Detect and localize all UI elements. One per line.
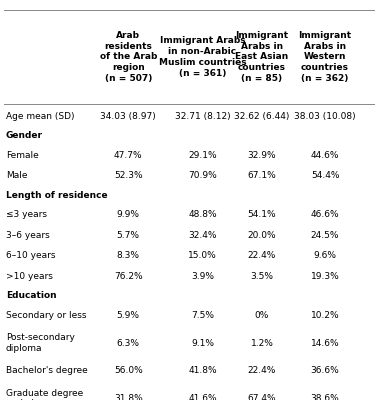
Text: >10 years: >10 years (6, 272, 53, 280)
Text: 5.7%: 5.7% (117, 231, 140, 240)
Text: 54.4%: 54.4% (311, 171, 339, 180)
Text: 3–6 years: 3–6 years (6, 231, 49, 240)
Text: 67.1%: 67.1% (247, 171, 276, 180)
Text: 6–10 years: 6–10 years (6, 251, 55, 260)
Text: 52.3%: 52.3% (114, 171, 143, 180)
Text: 48.8%: 48.8% (188, 210, 217, 219)
Text: Female: Female (6, 151, 38, 160)
Text: 15.0%: 15.0% (188, 251, 217, 260)
Text: 24.5%: 24.5% (311, 231, 339, 240)
Text: 47.7%: 47.7% (114, 151, 143, 160)
Text: 34.03 (8.97): 34.03 (8.97) (100, 112, 156, 121)
Text: Immigrant
Arabs in
Western
countries
(n = 362): Immigrant Arabs in Western countries (n … (299, 31, 352, 83)
Text: Length of residence: Length of residence (6, 191, 107, 200)
Text: 76.2%: 76.2% (114, 272, 143, 280)
Text: Age mean (SD): Age mean (SD) (6, 112, 74, 121)
Text: 7.5%: 7.5% (191, 311, 214, 320)
Text: 3.5%: 3.5% (251, 272, 273, 280)
Text: 38.6%: 38.6% (311, 394, 340, 400)
Text: Immigrant
Arabs in
East Asian
countries
(n = 85): Immigrant Arabs in East Asian countries … (235, 31, 288, 83)
Text: Gender: Gender (6, 131, 43, 140)
Text: 70.9%: 70.9% (188, 171, 217, 180)
Text: 20.0%: 20.0% (247, 231, 276, 240)
Text: 32.62 (6.44): 32.62 (6.44) (234, 112, 290, 121)
Text: 56.0%: 56.0% (114, 366, 143, 376)
Text: Education: Education (6, 291, 56, 300)
Text: 6.3%: 6.3% (117, 338, 140, 348)
Text: 3.9%: 3.9% (191, 272, 214, 280)
Text: Bachelor's degree: Bachelor's degree (6, 366, 88, 376)
Text: 9.9%: 9.9% (117, 210, 140, 219)
Text: 1.2%: 1.2% (251, 338, 273, 348)
Text: 32.9%: 32.9% (247, 151, 276, 160)
Text: 41.8%: 41.8% (188, 366, 217, 376)
Text: 0%: 0% (255, 311, 269, 320)
Text: 32.71 (8.12): 32.71 (8.12) (175, 112, 230, 121)
Text: 67.4%: 67.4% (247, 394, 276, 400)
Text: 31.8%: 31.8% (114, 394, 143, 400)
Text: 38.03 (10.08): 38.03 (10.08) (294, 112, 356, 121)
Text: 19.3%: 19.3% (311, 272, 340, 280)
Text: 22.4%: 22.4% (248, 251, 276, 260)
Text: 36.6%: 36.6% (311, 366, 340, 376)
Text: 9.1%: 9.1% (191, 338, 214, 348)
Text: Graduate degree
and above: Graduate degree and above (6, 389, 83, 400)
Text: 54.1%: 54.1% (247, 210, 276, 219)
Text: 29.1%: 29.1% (188, 151, 217, 160)
Text: 41.6%: 41.6% (188, 394, 217, 400)
Text: 5.9%: 5.9% (117, 311, 140, 320)
Text: Post-secondary
diploma: Post-secondary diploma (6, 333, 75, 353)
Text: 44.6%: 44.6% (311, 151, 339, 160)
Text: 22.4%: 22.4% (248, 366, 276, 376)
Text: Male: Male (6, 171, 27, 180)
Text: 10.2%: 10.2% (311, 311, 339, 320)
Text: 8.3%: 8.3% (117, 251, 140, 260)
Text: 9.6%: 9.6% (313, 251, 337, 260)
Text: 46.6%: 46.6% (311, 210, 339, 219)
Text: Secondary or less: Secondary or less (6, 311, 86, 320)
Text: Arab
residents
of the Arab
region
(n = 507): Arab residents of the Arab region (n = 5… (100, 31, 157, 83)
Text: 32.4%: 32.4% (188, 231, 217, 240)
Text: ≤3 years: ≤3 years (6, 210, 47, 219)
Text: Immigrant Arabs
in non-Arabic
Muslim countries
(n = 361): Immigrant Arabs in non-Arabic Muslim cou… (159, 36, 246, 78)
Text: 14.6%: 14.6% (311, 338, 339, 348)
